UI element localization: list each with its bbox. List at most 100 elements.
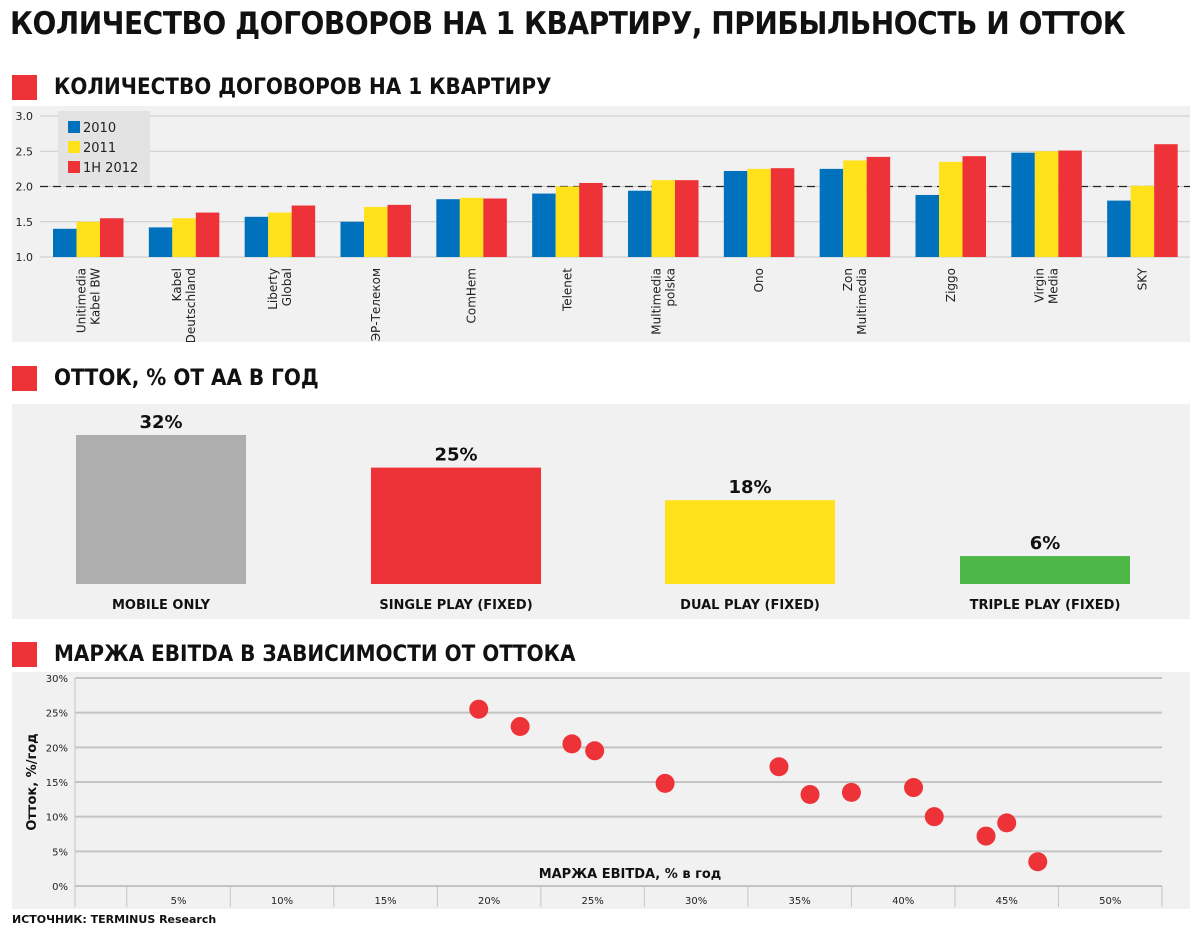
- x-tick-label-line: ComHem: [465, 268, 479, 324]
- y-tick-label: 10%: [46, 813, 68, 824]
- x-tick-label: Unitimedia Kabel BW: [74, 268, 102, 333]
- y-tick-label: 1.5: [16, 216, 34, 229]
- churn-bar: [665, 500, 835, 584]
- x-tick-label: 30%: [685, 896, 707, 907]
- bar-2010: [148, 227, 173, 257]
- bar-2010: [915, 194, 939, 257]
- bar-2011: [459, 197, 484, 257]
- bar-2011: [1130, 185, 1155, 257]
- section-contracts-header: КОЛИЧЕСТВО ДОГОВОРОВ НА 1 КВАРТИРУ: [12, 73, 601, 101]
- section-churn-title: ОТТОК, % ОТ АА В ГОД: [54, 365, 319, 391]
- churn-category-label: SINGLE PLAY (FIXED): [379, 598, 532, 613]
- x-tick-label-line: Multimedia: [855, 268, 869, 335]
- x-tick-label-line: Deutschland: [184, 268, 198, 342]
- scatter-point: [562, 734, 582, 754]
- section-marker: [12, 641, 37, 667]
- churn-value-label: 18%: [728, 477, 771, 498]
- x-tick-label-line: Unitimedia: [74, 268, 88, 333]
- x-tick-label: Telenet: [560, 268, 574, 312]
- x-tick-label: 45%: [996, 896, 1018, 907]
- bar-1h-2012: [100, 218, 124, 257]
- y-tick-label: 2.5: [16, 145, 34, 158]
- x-tick-label-line: Kabel BW: [88, 268, 102, 325]
- x-tick-label: 50%: [1099, 896, 1121, 907]
- x-tick-label: 10%: [271, 896, 293, 907]
- x-tick-label-line: Ono: [752, 268, 766, 292]
- y-tick-label: 3.0: [16, 110, 34, 123]
- bar-2010: [340, 221, 364, 257]
- x-tick-label: ЭР-Телеком: [369, 268, 383, 341]
- scatter-point: [904, 778, 924, 798]
- bar-1h-2012: [770, 168, 795, 257]
- source-note: ИСТОЧНИК: TERMINUS Research: [12, 913, 217, 926]
- contracts-chart-panel: 1.0 1.5 2.0 2.5 3.0 Unitimedia Kabel BW Kabel De…: [12, 106, 1190, 342]
- bar-2011: [747, 168, 771, 257]
- bar-2010: [244, 216, 269, 257]
- section-contracts-title: КОЛИЧЕСТВО ДОГОВОРОВ НА 1 КВАРТИРУ: [54, 74, 552, 100]
- legend-label: 1H 2012: [83, 161, 138, 176]
- scatter-point: [841, 782, 861, 802]
- x-tick-label: Zon Multimedia: [841, 268, 869, 335]
- legend-swatch: [68, 121, 80, 133]
- x-tick-label-line: Liberty: [266, 268, 280, 310]
- bar-2011: [172, 218, 196, 257]
- bar-1h-2012: [387, 204, 411, 257]
- bar-1h-2012: [1154, 144, 1178, 257]
- x-tick-label-line: Multimedia: [649, 268, 663, 335]
- legend-label: 2010: [83, 121, 116, 136]
- scatter-point: [469, 699, 489, 719]
- bar-1h-2012: [291, 205, 316, 257]
- section-marker: [12, 365, 37, 391]
- scatter-point: [800, 784, 820, 804]
- y-tick-label: 2.0: [16, 181, 34, 194]
- contracts-bar-chart: 1.0 1.5 2.0 2.5 3.0 Unitimedia Kabel BW Kabel De…: [16, 110, 1190, 342]
- bar-2010: [628, 190, 652, 257]
- y-tick-label: 20%: [46, 743, 68, 754]
- bar-1h-2012: [579, 182, 603, 257]
- churn-bar-chart: 32% MOBILE ONLY 25% SINGLE PLAY (FIXED) 18% D…: [76, 412, 1130, 613]
- scatter-point: [655, 773, 675, 793]
- bar-2010: [723, 170, 748, 257]
- y-tick-label: 1.0: [16, 251, 34, 264]
- y-tick-label: 25%: [46, 709, 68, 720]
- x-tick-label-line: Ziggo: [944, 268, 958, 302]
- scatter-point: [769, 757, 789, 777]
- x-tick-label-line: Telenet: [560, 268, 574, 312]
- legend-swatch: [68, 161, 80, 173]
- x-tick-label: 35%: [789, 896, 811, 907]
- bar-2011: [364, 206, 388, 257]
- bar-2011: [268, 212, 292, 257]
- scatter-point: [1028, 852, 1048, 872]
- x-tick-label: Multimedia polska: [649, 268, 677, 335]
- churn-category-label: DUAL PLAY (FIXED): [680, 598, 820, 613]
- x-tick-label-line: Media: [1047, 268, 1061, 304]
- x-tick-label-line: Kabel: [170, 268, 184, 301]
- x-tick-label-line: Zon: [841, 268, 855, 291]
- x-tick-label-line: ЭР-Телеком: [369, 268, 383, 341]
- churn-value-label: 32%: [139, 412, 182, 433]
- y-tick-label: 15%: [46, 778, 68, 789]
- bar-1h-2012: [675, 180, 699, 257]
- churn-category-label: TRIPLE PLAY (FIXED): [970, 598, 1121, 613]
- x-tick-label: 5%: [171, 896, 187, 907]
- x-tick-label: 40%: [892, 896, 914, 907]
- y-axis-label: Отток, %/год: [25, 733, 40, 830]
- x-tick-label: Liberty Global: [266, 268, 294, 310]
- churn-bar: [371, 467, 541, 584]
- y-tick-label: 0%: [52, 882, 68, 893]
- x-tick-label: 20%: [478, 896, 500, 907]
- churn-bar: [960, 556, 1130, 584]
- churn-category-label: MOBILE ONLY: [112, 598, 211, 613]
- y-tick-label: 5%: [52, 847, 68, 858]
- churn-value-label: 6%: [1030, 533, 1061, 554]
- ebitda-chart-panel: 0% 5% 10% 15% 20% 25% 30% 5% 10% 15% 20% 25% 30% 35% 4…: [12, 672, 1190, 909]
- scatter-point: [510, 717, 530, 737]
- bar-2010: [53, 228, 77, 257]
- x-tick-label: 25%: [582, 896, 604, 907]
- bar-2011: [555, 186, 580, 257]
- scatter-point: [924, 807, 944, 827]
- bar-2010: [532, 193, 556, 257]
- x-tick-label: ComHem: [465, 268, 479, 324]
- bar-1h-2012: [195, 212, 220, 257]
- page-title: КОЛИЧЕСТВО ДОГОВОРОВ НА 1 КВАРТИРУ, ПРИБ…: [10, 6, 1126, 42]
